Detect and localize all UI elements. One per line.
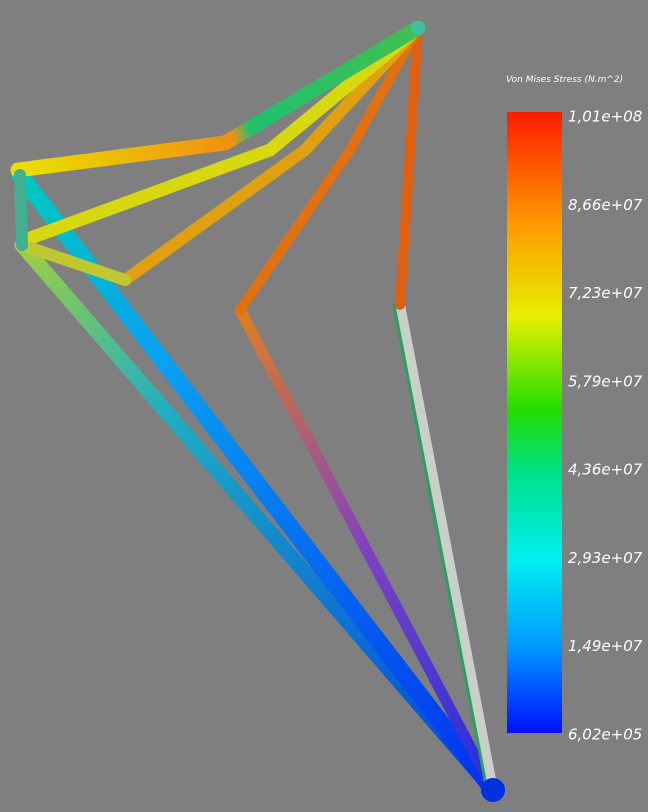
scene: Von Mises Stress (N.m^2) 1,01e+08 8,66e+0… (0, 0, 648, 812)
colorbar-tick-label: 1,01e+08 (568, 108, 642, 126)
colorbar-tick-label: 1,49e+07 (568, 637, 643, 655)
colorbar-tick-label: 7,23e+07 (568, 284, 643, 302)
colorbar-tick-label: 2,93e+07 (568, 549, 643, 567)
colorbar-tick-label: 5,79e+07 (568, 372, 643, 390)
legend-title: Von Mises Stress (N.m^2) (506, 75, 623, 85)
colorbar (507, 112, 562, 733)
colorbar-tick-label: 8,66e+07 (568, 196, 643, 214)
colorbar-tick-label: 4,36e+07 (568, 461, 643, 479)
colorbar-tick-label: 6,02e+05 (568, 726, 642, 744)
page: {"legend": {"title": "Von Mises Stress (… (0, 0, 648, 812)
